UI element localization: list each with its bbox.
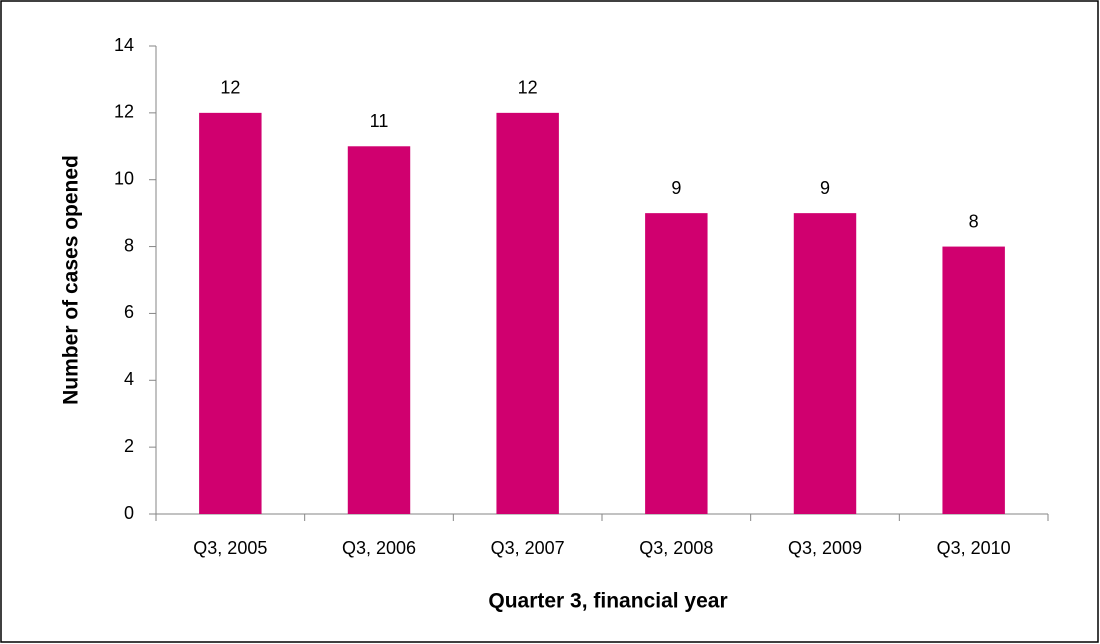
y-tick-label: 12 bbox=[114, 102, 134, 122]
y-tick-label: 6 bbox=[124, 302, 134, 322]
bar bbox=[645, 213, 708, 514]
data-label: 9 bbox=[671, 178, 681, 198]
x-tick-label: Q3, 2007 bbox=[491, 538, 565, 558]
bar bbox=[942, 246, 1005, 515]
y-tick-label: 8 bbox=[124, 235, 134, 255]
x-tick-label: Q3, 2009 bbox=[788, 538, 862, 558]
x-tick-label: Q3, 2008 bbox=[639, 538, 713, 558]
bar bbox=[199, 112, 262, 514]
x-tick-label: Q3, 2006 bbox=[342, 538, 416, 558]
x-tick-label: Q3, 2010 bbox=[937, 538, 1011, 558]
x-tick-label: Q3, 2005 bbox=[193, 538, 267, 558]
data-label: 12 bbox=[220, 78, 240, 98]
y-tick-label: 10 bbox=[114, 168, 134, 188]
bar bbox=[347, 146, 411, 515]
data-label: 12 bbox=[518, 78, 538, 98]
data-label: 11 bbox=[370, 111, 389, 131]
data-label: 8 bbox=[969, 211, 979, 231]
y-tick-label: 4 bbox=[124, 369, 134, 389]
bar bbox=[793, 213, 857, 514]
x-axis-title: Quarter 3, financial year bbox=[488, 590, 727, 613]
bar bbox=[496, 112, 559, 514]
y-tick-label: 0 bbox=[124, 503, 134, 523]
y-tick-label: 2 bbox=[124, 436, 134, 456]
data-label: 9 bbox=[820, 178, 830, 198]
y-tick-label: 14 bbox=[114, 35, 134, 55]
y-axis-title: Number of cases opened bbox=[60, 155, 83, 405]
